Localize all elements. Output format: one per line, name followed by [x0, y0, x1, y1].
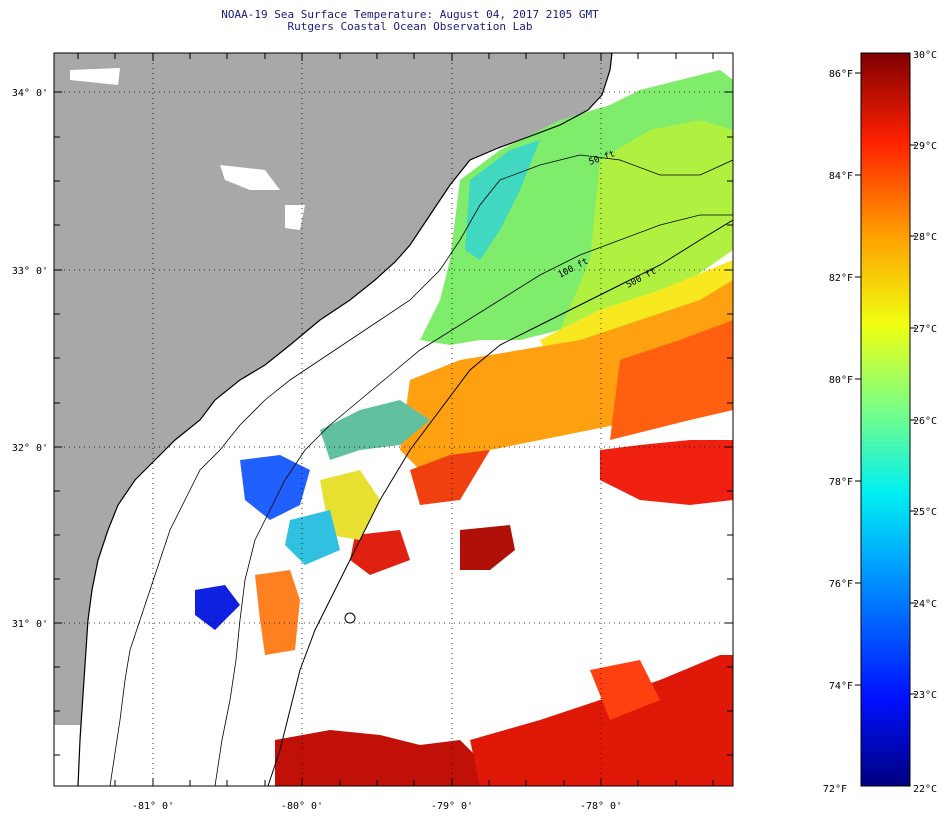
sst-patch-teal — [320, 400, 430, 460]
colorbar-c-label: 23°C — [913, 690, 937, 701]
isobath-50ft — [109, 154, 733, 786]
map-subtitle: Rutgers Coastal Ocean Observation Lab — [287, 20, 533, 33]
colorbar-f-label: 86°F — [829, 69, 853, 80]
colorbar-f-label: 80°F — [829, 375, 853, 386]
colorbar-f-label: 72°F — [823, 784, 847, 795]
colorbar-c-label: 25°C — [913, 507, 937, 518]
sst-patch-red-small — [350, 530, 410, 575]
sst-patch-red-south-2 — [470, 655, 733, 786]
land — [54, 53, 612, 786]
colorbar-bar — [860, 52, 911, 787]
sst-patch-cyan — [465, 140, 540, 260]
lon-label-81w: -81° 0' — [132, 801, 174, 812]
colorbar-f-label: 78°F — [829, 477, 853, 488]
colorbar-c-label: 29°C — [913, 141, 937, 152]
colorbar-f-label: 74°F — [829, 681, 853, 692]
cloud-on-land-2 — [220, 165, 280, 190]
lon-label-80w: -80° 0' — [281, 801, 323, 812]
map-ticks — [54, 53, 733, 786]
colorbar-c-label: 30°C — [913, 50, 937, 61]
colorbar-c-label: 28°C — [913, 232, 937, 243]
map-title: NOAA-19 Sea Surface Temperature: August … — [221, 8, 599, 21]
sst-patch-yellow-green — [560, 120, 733, 330]
colorbar: 86°F 84°F 82°F 80°F 78°F 76°F 74°F 72°F … — [823, 50, 937, 795]
colorbar-c-label: 24°C — [913, 599, 937, 610]
sst-patch-blue-2 — [195, 585, 240, 630]
sst-patch-blue-1 — [240, 455, 310, 520]
cloud-on-land-1 — [70, 68, 120, 85]
colorbar-f-label: 84°F — [829, 171, 853, 182]
sst-patch-orange-south — [255, 570, 300, 655]
sst-patch-red-south-3 — [590, 660, 660, 720]
lon-label-79w: -79° 0' — [431, 801, 473, 812]
coastline — [77, 53, 613, 786]
graticule — [54, 53, 733, 786]
sst-patch-darkred — [460, 525, 515, 570]
cloud-on-land-3 — [285, 205, 305, 230]
map-panel: 50 ft 100 ft 500 ft — [54, 53, 733, 786]
sst-patch-red-south-1 — [275, 730, 480, 786]
sst-patch-yellow-mid — [320, 470, 380, 540]
lat-label-33n: 33° 0' — [12, 266, 48, 277]
colorbar-c-label: 22°C — [913, 784, 937, 795]
isobath-100ft — [214, 214, 733, 786]
lon-label-78w: -78° 0' — [580, 801, 622, 812]
sst-patch-cyan-small — [285, 510, 340, 565]
cloud-on-land-4 — [54, 725, 80, 786]
lat-label-32n: 32° 0' — [12, 443, 48, 454]
colorbar-f-label: 76°F — [829, 579, 853, 590]
map-frame — [53, 52, 734, 787]
lat-label-31n: 31° 0' — [12, 619, 48, 630]
sst-patch-red-east — [600, 440, 733, 505]
colorbar-c-label: 27°C — [913, 324, 937, 335]
colorbar-c-label: 26°C — [913, 416, 937, 427]
isobath-500ft — [267, 219, 733, 786]
sst-patch-orange-red — [610, 320, 733, 440]
colorbar-f-label: 82°F — [829, 273, 853, 284]
lat-label-34n: 34° 0' — [12, 88, 48, 99]
sst-patch-orange — [400, 280, 733, 470]
sst-patch-red-mid — [410, 450, 490, 505]
